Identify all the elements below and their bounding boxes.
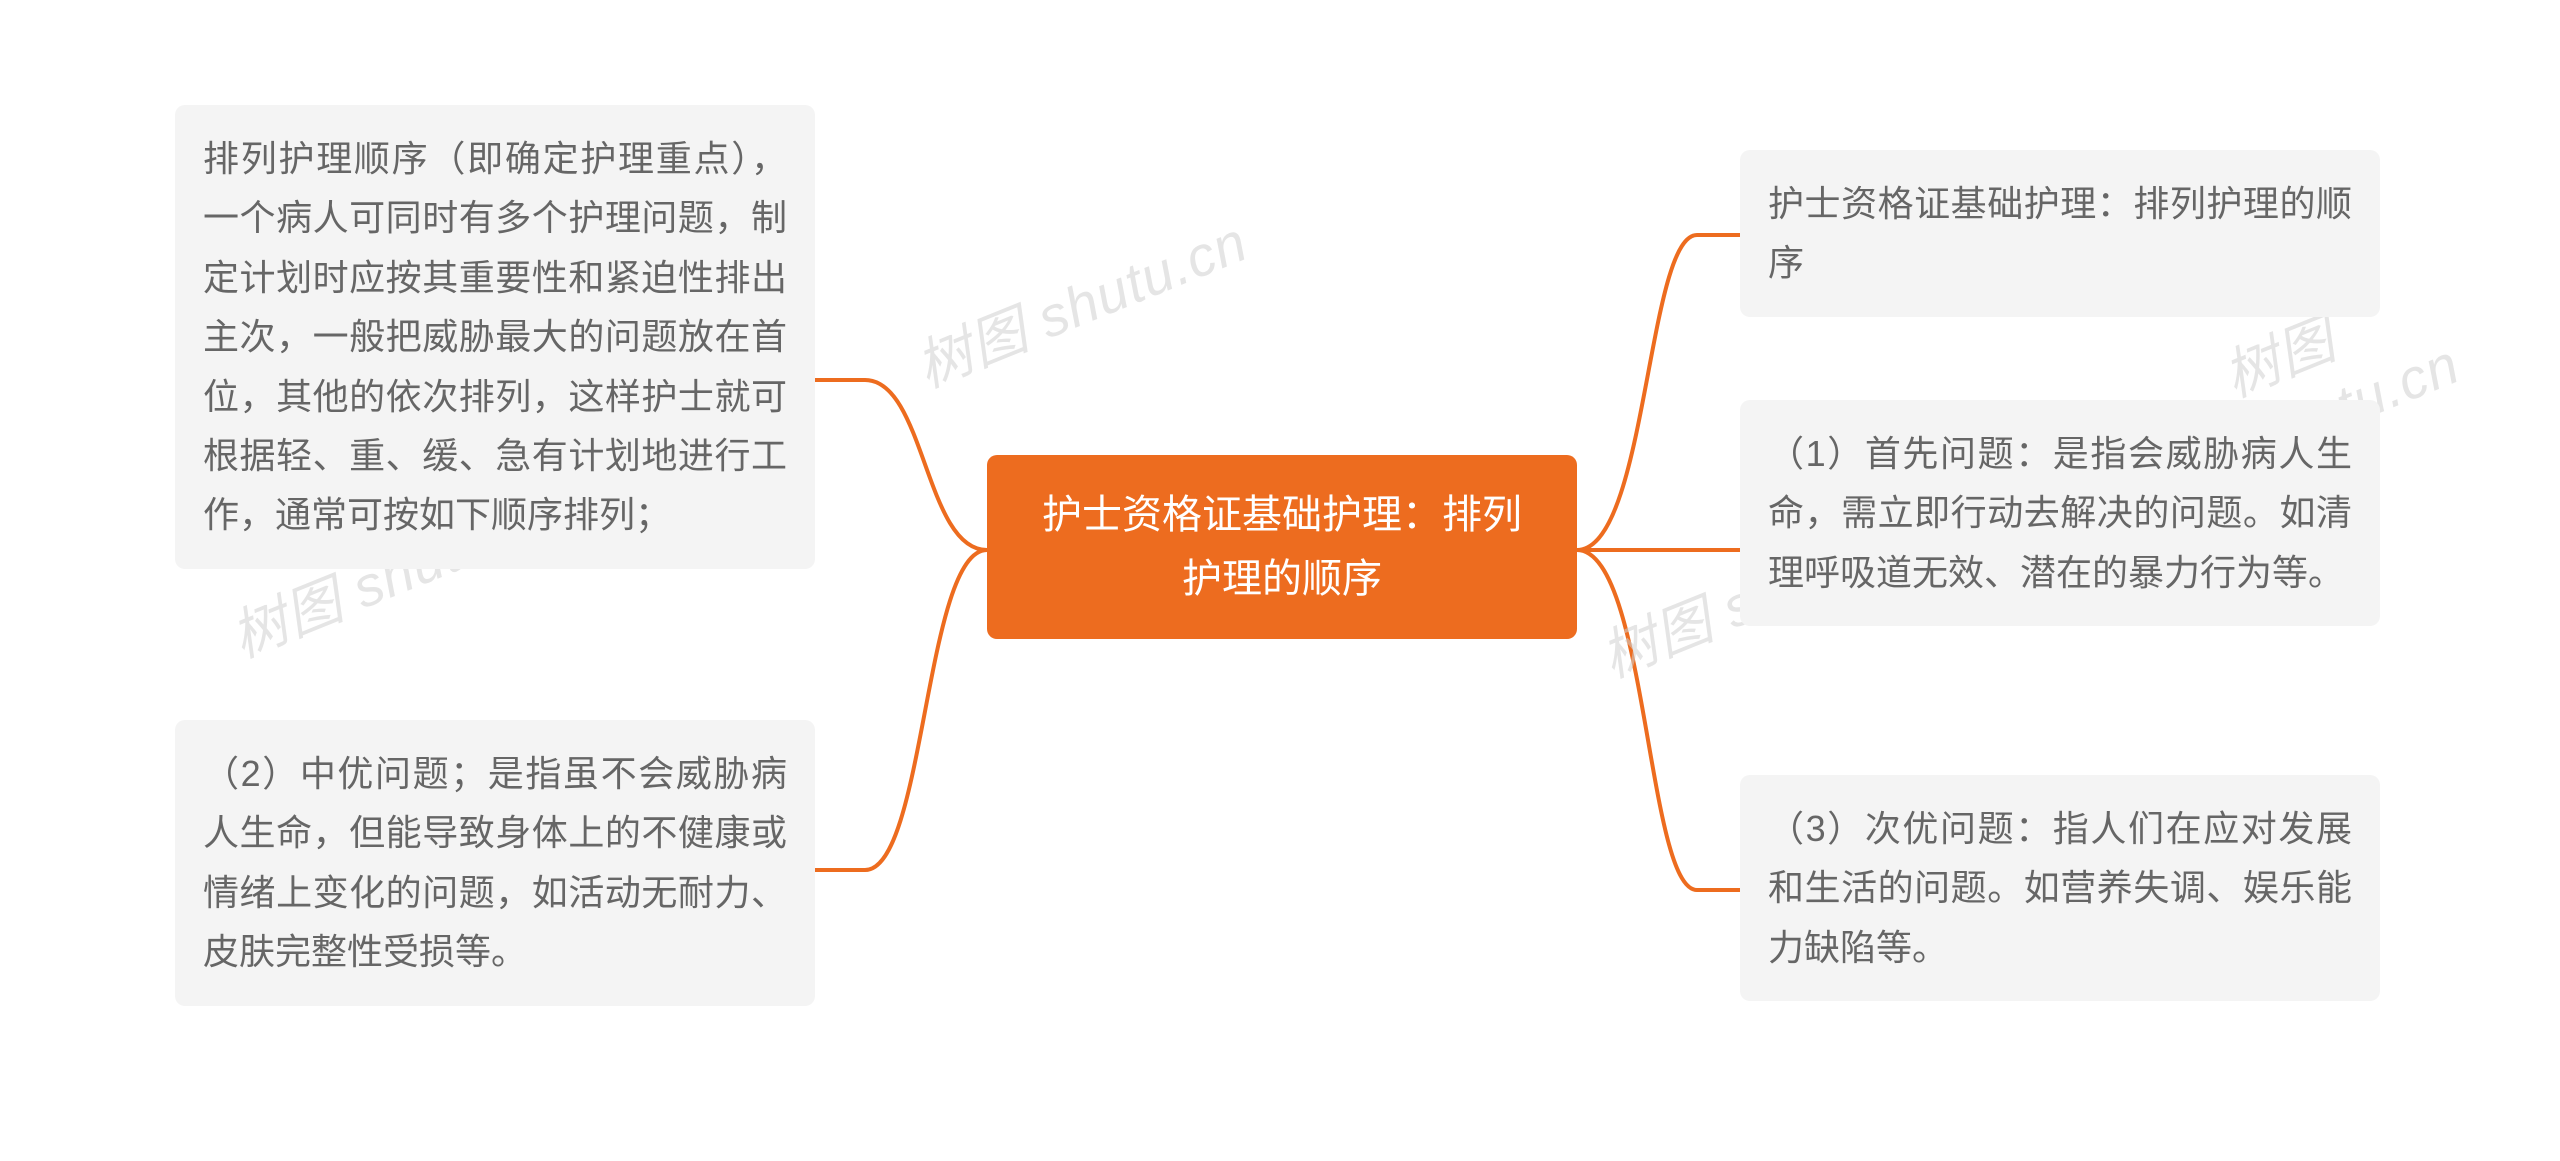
connector-left (815, 370, 987, 890)
leaf-right-1[interactable]: （1）首先问题：是指会威胁病人生命，需立即行动去解决的问题。如清理呼吸道无效、潜… (1740, 400, 2380, 626)
leaf-left-1[interactable]: （2）中优问题；是指虽不会威胁病人生命，但能导致身体上的不健康或情绪上变化的问题… (175, 720, 815, 1006)
mindmap-canvas: 树图 shutu.cn 树图 shutu.cn 树图 shutu.cn 树图 s… (0, 0, 2560, 1161)
center-node[interactable]: 护士资格证基础护理：排列护理的顺序 (987, 455, 1577, 639)
connector-right (1577, 230, 1740, 910)
watermark: 树图 shutu.cn (903, 197, 1258, 403)
leaf-left-0[interactable]: 排列护理顺序（即确定护理重点），一个病人可同时有多个护理问题，制定计划时应按其重… (175, 105, 815, 569)
leaf-right-2[interactable]: （3）次优问题：指人们在应对发展和生活的问题。如营养失调、娱乐能力缺陷等。 (1740, 775, 2380, 1001)
leaf-right-0[interactable]: 护士资格证基础护理：排列护理的顺序 (1740, 150, 2380, 317)
